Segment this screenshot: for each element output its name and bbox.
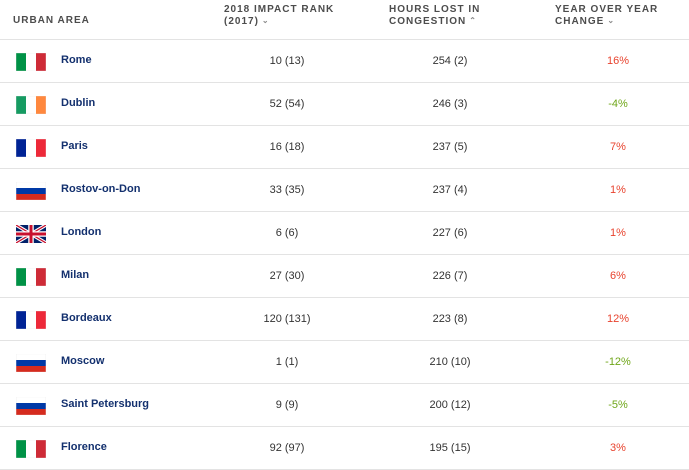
ireland-flag-icon [16,96,46,114]
impact-rank-value: 16 (18) [269,141,305,153]
table-row[interactable]: Dublin 52 (54) 246 (3) -4% [0,83,689,126]
hours-lost-value: 227 (6) [432,227,468,239]
uk-flag-icon [16,225,46,243]
city-name: Moscow [61,355,105,367]
russia-flag-icon [16,397,46,415]
hours-lost-column-header[interactable]: HOURS LOST IN CONGESTION ⌃ [389,4,480,27]
yoy-change-value: 12% [606,313,630,325]
city-name: Saint Petersburg [61,398,150,410]
impact-rank-header-line-2-wrap: (2017) ⌄ [224,15,334,27]
yoy-change-value: 7% [610,141,626,153]
france-flag-icon [16,311,46,329]
table-row[interactable]: Bordeaux 120 (131) 223 (8) 12% [0,298,689,341]
yoy-change-value: 16% [606,55,630,67]
city-name: London [61,226,102,238]
city-name: Florence [61,441,107,453]
city-name: Rome [61,54,92,66]
impact-rank-value: 27 (30) [269,270,305,282]
italy-flag-icon [16,268,46,286]
france-flag-icon [16,139,46,157]
impact-rank-value: 33 (35) [269,184,305,196]
table-row[interactable]: Moscow 1 (1) 210 (10) -12% [0,341,689,384]
hours-lost-value: 210 (10) [429,356,471,368]
hours-lost-value: 195 (15) [429,442,471,454]
yoy-change-value: -12% [605,356,631,368]
sort-desc-icon[interactable]: ⌄ [261,16,269,25]
impact-rank-value: 1 (1) [275,356,299,368]
hours-lost-header-line-2-wrap: CONGESTION ⌃ [389,15,480,27]
impact-rank-value: 6 (6) [275,227,299,239]
italy-flag-icon [16,53,46,71]
table-header: URBAN AREA 2018 IMPACT RANK (2017) ⌄ HOUR… [0,0,689,40]
city-name: Paris [61,140,88,152]
impact-rank-value: 92 (97) [269,442,305,454]
urban-area-column-header[interactable]: URBAN AREA [13,15,90,26]
hours-lost-header-line-2: CONGESTION [389,16,467,27]
hours-lost-value: 254 (2) [432,55,468,67]
italy-flag-icon [16,440,46,458]
city-name: Rostov-on-Don [61,183,141,195]
impact-rank-column-header[interactable]: 2018 IMPACT RANK (2017) ⌄ [224,4,334,27]
yoy-change-value: 6% [610,270,626,282]
city-name: Milan [61,269,90,281]
table-row[interactable]: Milan 27 (30) 226 (7) 6% [0,255,689,298]
table-row[interactable]: London 6 (6) 227 (6) 1% [0,212,689,255]
hours-lost-value: 237 (4) [432,184,468,196]
sort-asc-icon[interactable]: ⌃ [469,16,476,25]
yoy-change-column-header[interactable]: YEAR OVER YEAR CHANGE ⌄ [555,4,658,27]
table-body: Rome 10 (13) 254 (2) 16% Dublin 52 (54) … [0,40,689,470]
table-row[interactable]: Rostov-on-Don 33 (35) 237 (4) 1% [0,169,689,212]
hours-lost-value: 223 (8) [432,313,468,325]
urban-area-header-label: URBAN AREA [13,15,90,26]
yoy-change-value: 3% [610,442,626,454]
city-name: Dublin [61,97,96,109]
table-row[interactable]: Florence 92 (97) 195 (15) 3% [0,427,689,470]
yoy-change-value: 1% [610,184,626,196]
impact-rank-header-line-2: (2017) [224,16,259,27]
yoy-change-value: 1% [610,227,626,239]
hours-lost-value: 246 (3) [432,98,468,110]
sort-desc-icon[interactable]: ⌄ [607,16,615,25]
yoy-change-header-line-2: CHANGE [555,16,605,27]
yoy-change-header-line-1: YEAR OVER YEAR [555,4,659,15]
yoy-change-header-line-2-wrap: CHANGE ⌄ [555,15,658,27]
russia-flag-icon [16,182,46,200]
yoy-change-value: -4% [608,98,628,110]
impact-rank-header-line-1: 2018 IMPACT RANK [224,4,335,15]
impact-rank-value: 9 (9) [275,399,299,411]
table-row[interactable]: Paris 16 (18) 237 (5) 7% [0,126,689,169]
russia-flag-icon [16,354,46,372]
impact-rank-value: 10 (13) [269,55,305,67]
hours-lost-value: 237 (5) [432,141,468,153]
city-name: Bordeaux [61,312,112,324]
yoy-change-value: -5% [608,399,628,411]
table-row[interactable]: Saint Petersburg 9 (9) 200 (12) -5% [0,384,689,427]
hours-lost-value: 226 (7) [432,270,468,282]
impact-rank-value: 52 (54) [269,98,305,110]
table-row[interactable]: Rome 10 (13) 254 (2) 16% [0,40,689,83]
hours-lost-header-line-1: HOURS LOST IN [389,4,481,15]
hours-lost-value: 200 (12) [429,399,471,411]
impact-rank-value: 120 (131) [263,313,311,325]
